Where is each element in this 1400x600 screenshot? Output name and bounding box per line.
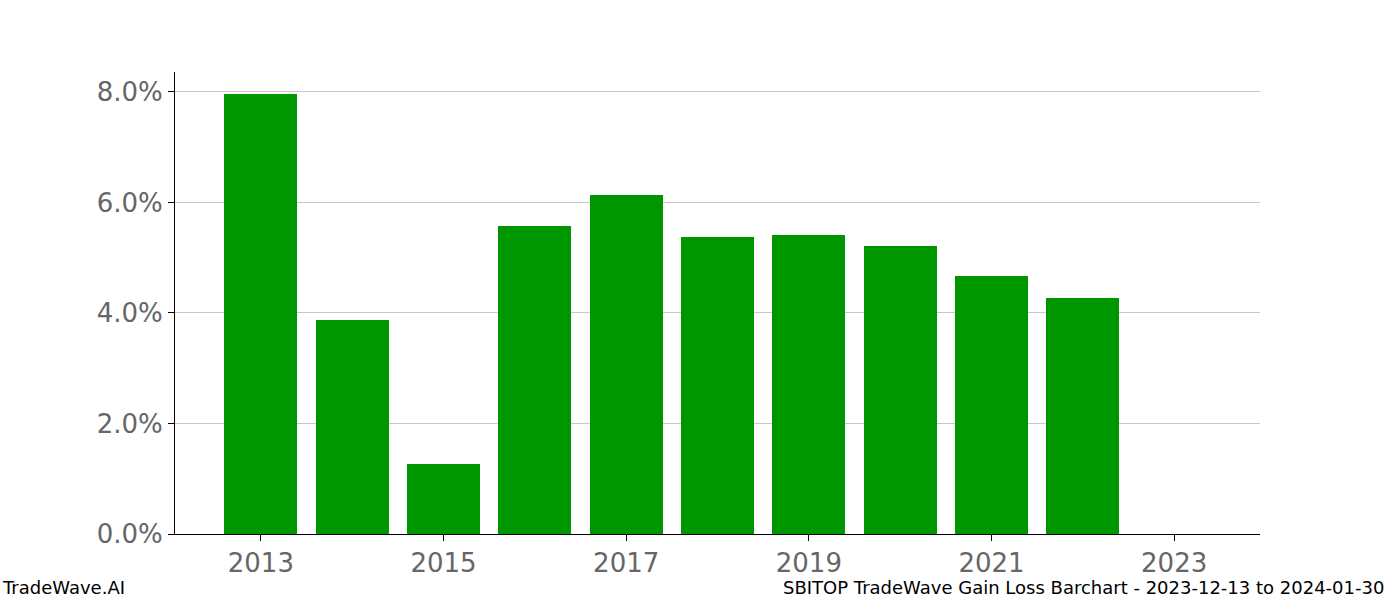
svg-text:2013: 2013 [228, 548, 294, 578]
svg-text:8.0%: 8.0% [97, 77, 163, 107]
svg-text:2021: 2021 [958, 548, 1024, 578]
svg-text:SBITOP TradeWave Gain Loss Bar: SBITOP TradeWave Gain Loss Barchart - 20… [783, 577, 1384, 598]
svg-text:2015: 2015 [410, 548, 476, 578]
svg-text:2017: 2017 [593, 548, 659, 578]
svg-text:2.0%: 2.0% [97, 409, 163, 439]
svg-text:4.0%: 4.0% [97, 298, 163, 328]
svg-text:2023: 2023 [1141, 548, 1207, 578]
svg-text:6.0%: 6.0% [97, 188, 163, 218]
svg-text:0.0%: 0.0% [97, 519, 163, 549]
svg-text:2019: 2019 [776, 548, 842, 578]
svg-text:TradeWave.AI: TradeWave.AI [2, 577, 125, 598]
